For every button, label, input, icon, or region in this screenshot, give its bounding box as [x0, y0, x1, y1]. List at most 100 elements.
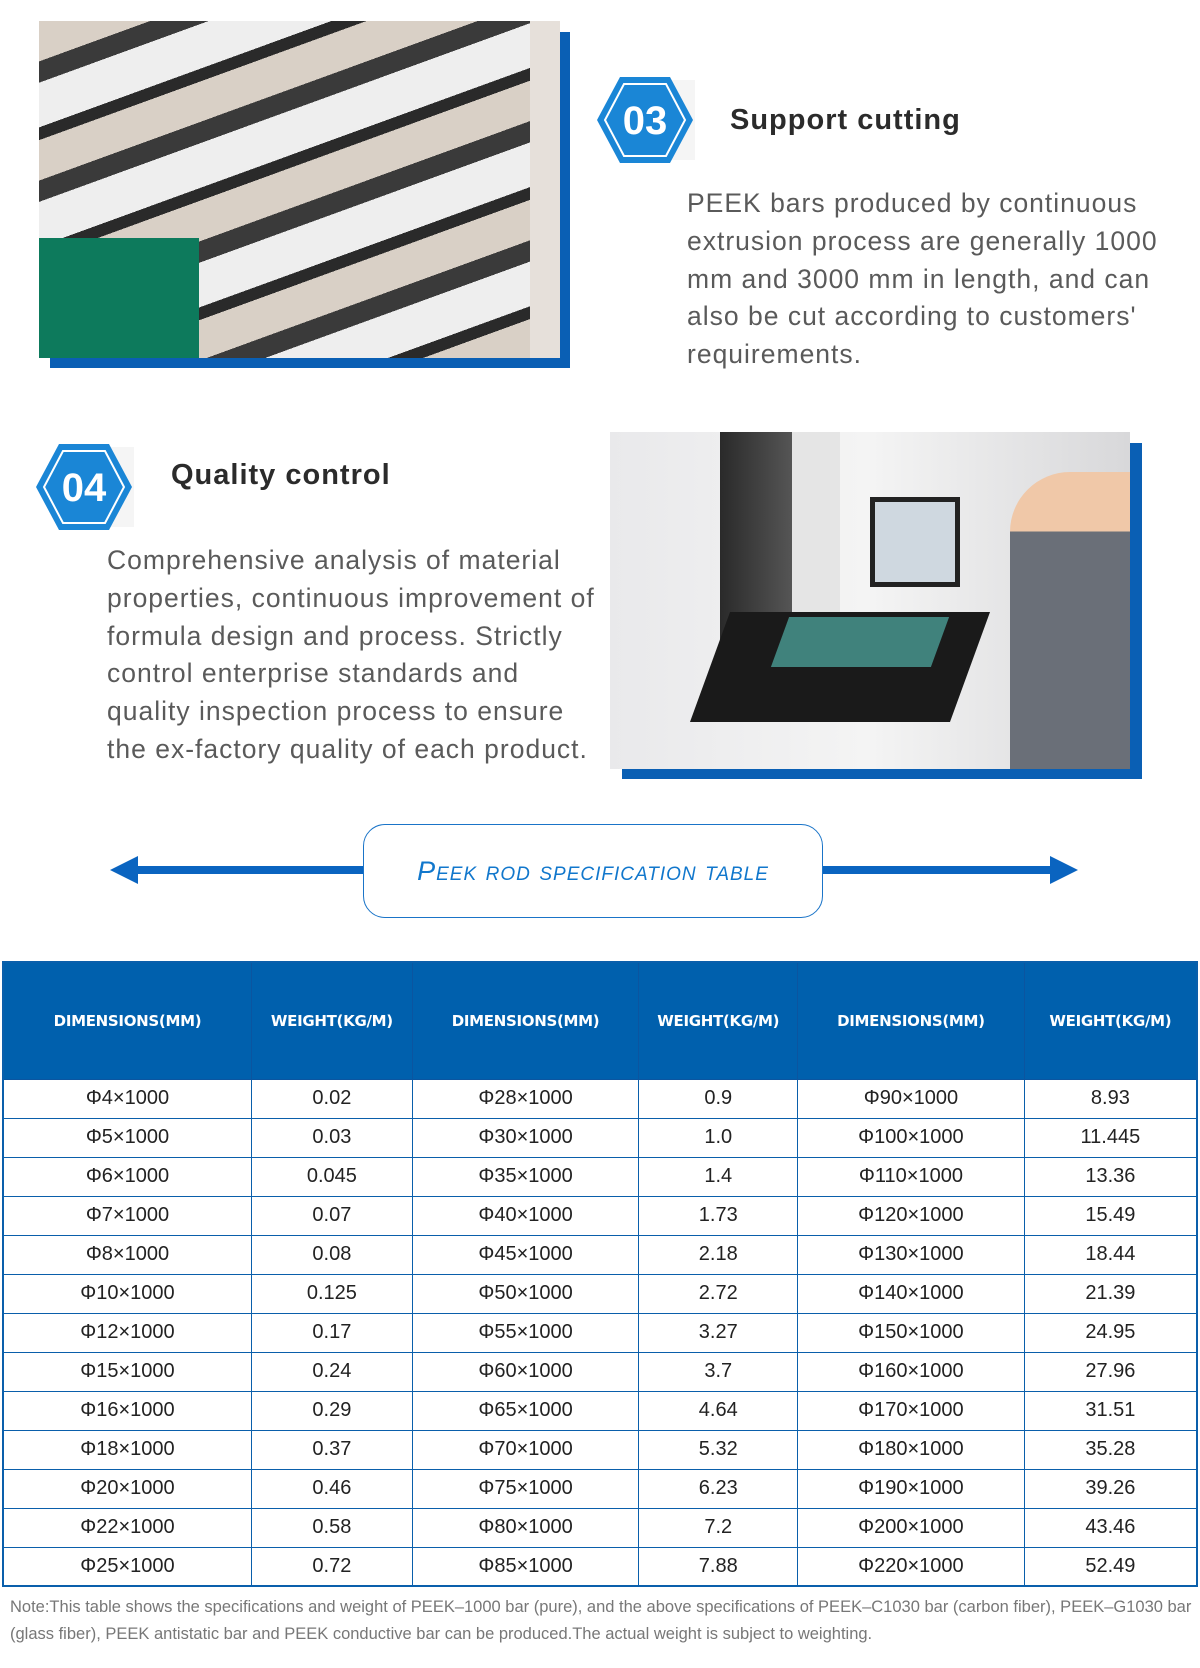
- weight-cell: 6.23: [638, 1468, 799, 1509]
- dimension-cell: Φ25×1000: [2, 1546, 252, 1587]
- weight-cell: 4.64: [638, 1390, 799, 1431]
- weight-cell: 21.39: [1023, 1273, 1198, 1314]
- table-title: Peek rod specification table: [417, 855, 769, 886]
- weight-cell: 3.7: [638, 1351, 799, 1392]
- weight-cell: 0.045: [250, 1156, 413, 1197]
- spec-table: DIMENSIONS(MM) WEIGHT(KG/M) DIMENSIONS(MM)…: [2, 961, 1198, 1587]
- weight-cell: 7.88: [638, 1546, 799, 1587]
- dimension-cell: Φ55×1000: [411, 1312, 640, 1353]
- dimension-cell: Φ16×1000: [2, 1390, 252, 1431]
- column-header: WEIGHT(KG/M): [638, 961, 799, 1080]
- table-row: Φ7×1000 0.07 Φ40×1000 1.73 Φ120×1000 15.49: [2, 1195, 1198, 1236]
- section-text: Comprehensive analysis of material prope…: [107, 545, 595, 764]
- table-row: Φ4×1000 0.02 Φ28×1000 0.9 Φ90×1000 8.93: [2, 1078, 1198, 1119]
- dimension-cell: Φ22×1000: [2, 1507, 252, 1548]
- table-row: Φ12×1000 0.17 Φ55×1000 3.27 Φ150×1000 24.95: [2, 1312, 1198, 1353]
- weight-cell: 0.72: [250, 1546, 413, 1587]
- weight-cell: 13.36: [1023, 1156, 1198, 1197]
- weight-cell: 0.58: [250, 1507, 413, 1548]
- weight-cell: 1.0: [638, 1117, 799, 1158]
- dimension-cell: Φ8×1000: [2, 1234, 252, 1275]
- dimension-cell: Φ15×1000: [2, 1351, 252, 1392]
- dimension-cell: Φ60×1000: [411, 1351, 640, 1392]
- table-row: Φ16×1000 0.29 Φ65×1000 4.64 Φ170×1000 31.51: [2, 1390, 1198, 1431]
- dimension-cell: Φ4×1000: [2, 1078, 252, 1119]
- weight-cell: 0.02: [250, 1078, 413, 1119]
- number-04-badge: 04: [36, 444, 134, 530]
- table-title-banner: Peek rod specification table: [363, 824, 823, 918]
- number-03-badge: 03: [597, 77, 695, 163]
- quality-inspection-photo: [610, 432, 1130, 769]
- table-row: Φ6×1000 0.045 Φ35×1000 1.4 Φ110×1000 13.36: [2, 1156, 1198, 1197]
- weight-cell: 15.49: [1023, 1195, 1198, 1236]
- dimension-cell: Φ120×1000: [797, 1195, 1025, 1236]
- dimension-cell: Φ140×1000: [797, 1273, 1025, 1314]
- arrow-right-icon: [1050, 856, 1078, 884]
- dimension-cell: Φ130×1000: [797, 1234, 1025, 1275]
- weight-cell: 2.18: [638, 1234, 799, 1275]
- table-row: Φ18×1000 0.37 Φ70×1000 5.32 Φ180×1000 35.28: [2, 1429, 1198, 1470]
- dimension-cell: Φ190×1000: [797, 1468, 1025, 1509]
- dimension-cell: Φ200×1000: [797, 1507, 1025, 1548]
- table-row: Φ20×1000 0.46 Φ75×1000 6.23 Φ190×1000 39.26: [2, 1468, 1198, 1509]
- dimension-cell: Φ80×1000: [411, 1507, 640, 1548]
- weight-cell: 39.26: [1023, 1468, 1198, 1509]
- banner-line-left: [125, 866, 370, 874]
- peek-bars-photo: [39, 21, 560, 358]
- dimension-cell: Φ35×1000: [411, 1156, 640, 1197]
- table-row: Φ5×1000 0.03 Φ30×1000 1.0 Φ100×1000 11.445: [2, 1117, 1198, 1158]
- dimension-cell: Φ220×1000: [797, 1546, 1025, 1587]
- dimension-cell: Φ180×1000: [797, 1429, 1025, 1470]
- weight-cell: 0.29: [250, 1390, 413, 1431]
- weight-cell: 18.44: [1023, 1234, 1198, 1275]
- dimension-cell: Φ45×1000: [411, 1234, 640, 1275]
- weight-cell: 52.49: [1023, 1546, 1198, 1587]
- column-header: WEIGHT(KG/M): [250, 961, 413, 1080]
- dimension-cell: Φ160×1000: [797, 1351, 1025, 1392]
- dimension-cell: Φ50×1000: [411, 1273, 640, 1314]
- weight-cell: 7.2: [638, 1507, 799, 1548]
- weight-cell: 31.51: [1023, 1390, 1198, 1431]
- table-row: Φ8×1000 0.08 Φ45×1000 2.18 Φ130×1000 18.44: [2, 1234, 1198, 1275]
- dimension-cell: Φ28×1000: [411, 1078, 640, 1119]
- weight-cell: 8.93: [1023, 1078, 1198, 1119]
- dimension-cell: Φ70×1000: [411, 1429, 640, 1470]
- dimension-cell: Φ85×1000: [411, 1546, 640, 1587]
- dimension-cell: Φ20×1000: [2, 1468, 252, 1509]
- weight-cell: 35.28: [1023, 1429, 1198, 1470]
- column-header: DIMENSIONS(MM): [797, 961, 1025, 1080]
- weight-cell: 0.46: [250, 1468, 413, 1509]
- weight-cell: 2.72: [638, 1273, 799, 1314]
- dimension-cell: Φ150×1000: [797, 1312, 1025, 1353]
- weight-cell: 3.27: [638, 1312, 799, 1353]
- section-title: Support cutting: [730, 104, 961, 136]
- weight-cell: 24.95: [1023, 1312, 1198, 1353]
- table-row: Φ22×1000 0.58 Φ80×1000 7.2 Φ200×1000 43.46: [2, 1507, 1198, 1548]
- dimension-cell: Φ12×1000: [2, 1312, 252, 1353]
- weight-cell: 0.08: [250, 1234, 413, 1275]
- dimension-cell: Φ65×1000: [411, 1390, 640, 1431]
- column-header: DIMENSIONS(MM): [411, 961, 640, 1080]
- weight-cell: 5.32: [638, 1429, 799, 1470]
- dimension-cell: Φ110×1000: [797, 1156, 1025, 1197]
- dimension-cell: Φ30×1000: [411, 1117, 640, 1158]
- svg-text:03: 03: [623, 99, 668, 143]
- table-row: Φ15×1000 0.24 Φ60×1000 3.7 Φ160×1000 27.96: [2, 1351, 1198, 1392]
- weight-cell: 1.4: [638, 1156, 799, 1197]
- dimension-cell: Φ7×1000: [2, 1195, 252, 1236]
- dimension-cell: Φ10×1000: [2, 1273, 252, 1314]
- dimension-cell: Φ5×1000: [2, 1117, 252, 1158]
- weight-cell: 0.03: [250, 1117, 413, 1158]
- table-note: Note:This table shows the specifications…: [10, 1598, 1192, 1643]
- weight-cell: 0.24: [250, 1351, 413, 1392]
- weight-cell: 11.445: [1023, 1117, 1198, 1158]
- dimension-cell: Φ100×1000: [797, 1117, 1025, 1158]
- weight-cell: 0.9: [638, 1078, 799, 1119]
- weight-cell: 0.37: [250, 1429, 413, 1470]
- banner-line-right: [815, 866, 1060, 874]
- table-row: Φ10×1000 0.125 Φ50×1000 2.72 Φ140×1000 21.39: [2, 1273, 1198, 1314]
- dimension-cell: Φ40×1000: [411, 1195, 640, 1236]
- weight-cell: 43.46: [1023, 1507, 1198, 1548]
- dimension-cell: Φ170×1000: [797, 1390, 1025, 1431]
- weight-cell: 0.125: [250, 1273, 413, 1314]
